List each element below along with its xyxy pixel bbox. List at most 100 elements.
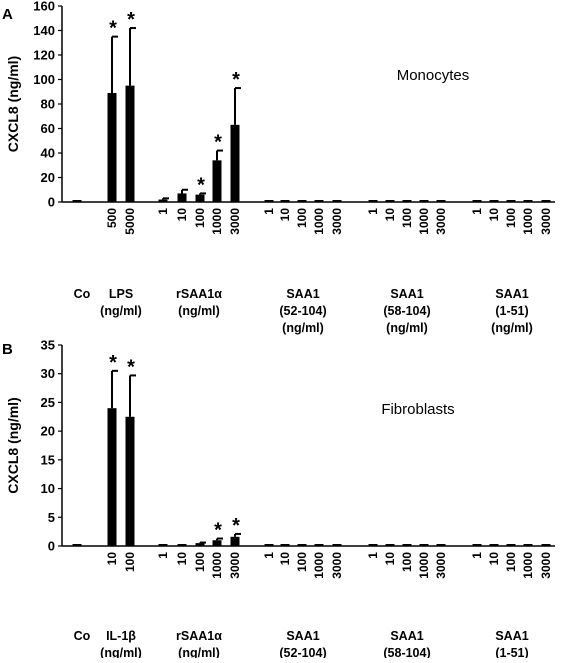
panel-a-bar bbox=[212, 160, 222, 202]
panel-b-bar bbox=[419, 544, 429, 546]
panel-a-x-tick-label: 3000 bbox=[330, 208, 344, 235]
panel-a-x-tick-label: 100 bbox=[504, 208, 518, 228]
panel-a-x-tick-label: 10 bbox=[278, 208, 292, 222]
panel-b-x-tick-label: 1000 bbox=[417, 552, 431, 579]
panel-b-bar bbox=[195, 543, 205, 546]
panel-b-bar bbox=[230, 536, 240, 546]
panel-b-x-tick-label: 100 bbox=[400, 552, 414, 572]
panel-b-group-label: (1-51) bbox=[495, 646, 528, 658]
panel-b-letter: B bbox=[2, 341, 13, 358]
panel-b-bar bbox=[72, 544, 82, 546]
panel-a-x-tick-label: 1000 bbox=[521, 208, 535, 235]
panel-a-y-tick-label: 100 bbox=[33, 72, 55, 87]
panel-a-bar bbox=[314, 200, 324, 202]
panel-b-bar bbox=[125, 416, 135, 546]
panel-a-y-tick-label: 60 bbox=[41, 121, 55, 136]
panel-a-significance-star: * bbox=[214, 132, 222, 154]
panel-b-bar bbox=[436, 544, 446, 546]
panel-b-group-label: SAA1 bbox=[390, 629, 423, 643]
panel-b-bar bbox=[523, 544, 533, 546]
panel-b-y-label: CXCL8 (ng/ml) bbox=[5, 397, 21, 493]
panel-a-x-tick-label: 1 bbox=[156, 208, 170, 215]
panel-a-bar bbox=[385, 200, 395, 202]
panel-b-bar bbox=[158, 544, 168, 546]
panel-a-group-label: (ng/ml) bbox=[100, 304, 142, 318]
panel-a-y-tick-label: 20 bbox=[41, 170, 55, 185]
panel-b-y-tick-label: 35 bbox=[41, 338, 55, 353]
panel-a-bar bbox=[523, 200, 533, 202]
panel-a-letter: A bbox=[2, 6, 13, 23]
panel-a-bar bbox=[158, 199, 168, 202]
panel-b-x-tick-label: 3000 bbox=[539, 552, 553, 579]
panel-b-y-tick-label: 0 bbox=[48, 539, 55, 554]
panel-b-group-label: (52-104) bbox=[279, 646, 326, 658]
panel-a-group-label: (ng/ml) bbox=[491, 321, 533, 335]
panel-b-x-tick-label: 1 bbox=[156, 552, 170, 559]
panel-a-x-tick-label: 1000 bbox=[417, 208, 431, 235]
panel-a-y-tick-label: 160 bbox=[33, 0, 55, 14]
panel-a-bar bbox=[280, 200, 290, 202]
panel-a-x-tick-label: 100 bbox=[400, 208, 414, 228]
panel-b-x-tick-label: 10 bbox=[278, 552, 292, 566]
panel-b-bar bbox=[506, 544, 516, 546]
panel-a-bar bbox=[506, 200, 516, 202]
panel-a-bar bbox=[297, 200, 307, 202]
panel-a-bar bbox=[264, 200, 274, 202]
panel-b-x-tick-label: 1 bbox=[262, 552, 276, 559]
panel-a-x-tick-label: 1000 bbox=[210, 208, 224, 235]
panel-a-group-label: (1-51) bbox=[495, 304, 528, 318]
panel-a-bar bbox=[177, 193, 187, 202]
panel-b-bar bbox=[280, 544, 290, 546]
panel-b-bar bbox=[314, 544, 324, 546]
panel-a-x-tick-label: 10 bbox=[487, 208, 501, 222]
panel-a-group-label: rSAA1α bbox=[176, 287, 222, 301]
panel-b-x-tick-label: 10 bbox=[175, 552, 189, 566]
panel-a-group-label: SAA1 bbox=[495, 287, 528, 301]
panel-b-title: Fibroblasts bbox=[381, 401, 454, 418]
panel-a-bar bbox=[107, 92, 117, 202]
panel-b-group-label: (ng/ml) bbox=[178, 646, 220, 658]
panel-a-y-tick-label: 80 bbox=[41, 97, 55, 112]
panel-a-x-tick-label: 10 bbox=[383, 208, 397, 222]
panel-b-x-tick-label: 100 bbox=[193, 552, 207, 572]
panel-b-y-tick-label: 15 bbox=[41, 452, 55, 467]
panel-a-significance-star: * bbox=[197, 174, 205, 196]
panel-a-bar bbox=[419, 200, 429, 202]
panel-b-x-tick-label: 1000 bbox=[521, 552, 535, 579]
panel-a-group-label: (58-104) bbox=[383, 304, 430, 318]
panel-a-group-label: (52-104) bbox=[279, 304, 326, 318]
panel-a-x-tick-label: 3000 bbox=[434, 208, 448, 235]
panel-a-x-tick-label: 3000 bbox=[228, 208, 242, 235]
panel-a-group-label: (ng/ml) bbox=[282, 321, 324, 335]
panel-b-bar bbox=[368, 544, 378, 546]
panel-b-x-tick-label: 3000 bbox=[228, 552, 242, 579]
panel-b-y-tick-label: 25 bbox=[41, 395, 55, 410]
panel-a-x-tick-label: 100 bbox=[295, 208, 309, 228]
panel-b-x-tick-label: 10 bbox=[487, 552, 501, 566]
panel-b-x-tick-label: 10 bbox=[383, 552, 397, 566]
panel-a-group-label: SAA1 bbox=[390, 287, 423, 301]
panel-a-y-tick-label: 140 bbox=[33, 23, 55, 38]
panel-b-bar bbox=[332, 544, 342, 546]
panel-b-x-tick-label: 1 bbox=[366, 552, 380, 559]
panel-a-bar bbox=[489, 200, 499, 202]
panel-b-significance-star: * bbox=[127, 356, 135, 378]
panel-b-group-label: rSAA1α bbox=[176, 629, 222, 643]
panel-a-bar bbox=[472, 200, 482, 202]
panel-b-bar bbox=[402, 544, 412, 546]
panel-a-bar bbox=[72, 200, 82, 202]
panel-a-bar bbox=[125, 85, 135, 202]
panel-b-bar bbox=[177, 544, 187, 546]
panel-b-x-tick-label: 100 bbox=[123, 552, 137, 572]
panel-b-x-tick-label: 100 bbox=[504, 552, 518, 572]
panel-b-bar bbox=[264, 544, 274, 546]
panel-a-x-tick-label: 3000 bbox=[539, 208, 553, 235]
panel-b-x-tick-label: 100 bbox=[295, 552, 309, 572]
panel-b-x-tick-label: 3000 bbox=[330, 552, 344, 579]
panel-a-significance-star: * bbox=[109, 18, 117, 40]
panel-b-y-tick-label: 5 bbox=[48, 510, 55, 525]
panel-a-x-tick-label: 100 bbox=[193, 208, 207, 228]
panel-b-group-label: (ng/ml) bbox=[100, 646, 142, 658]
panel-a-x-tick-label: 10 bbox=[175, 208, 189, 222]
panel-b-bar bbox=[472, 544, 482, 546]
